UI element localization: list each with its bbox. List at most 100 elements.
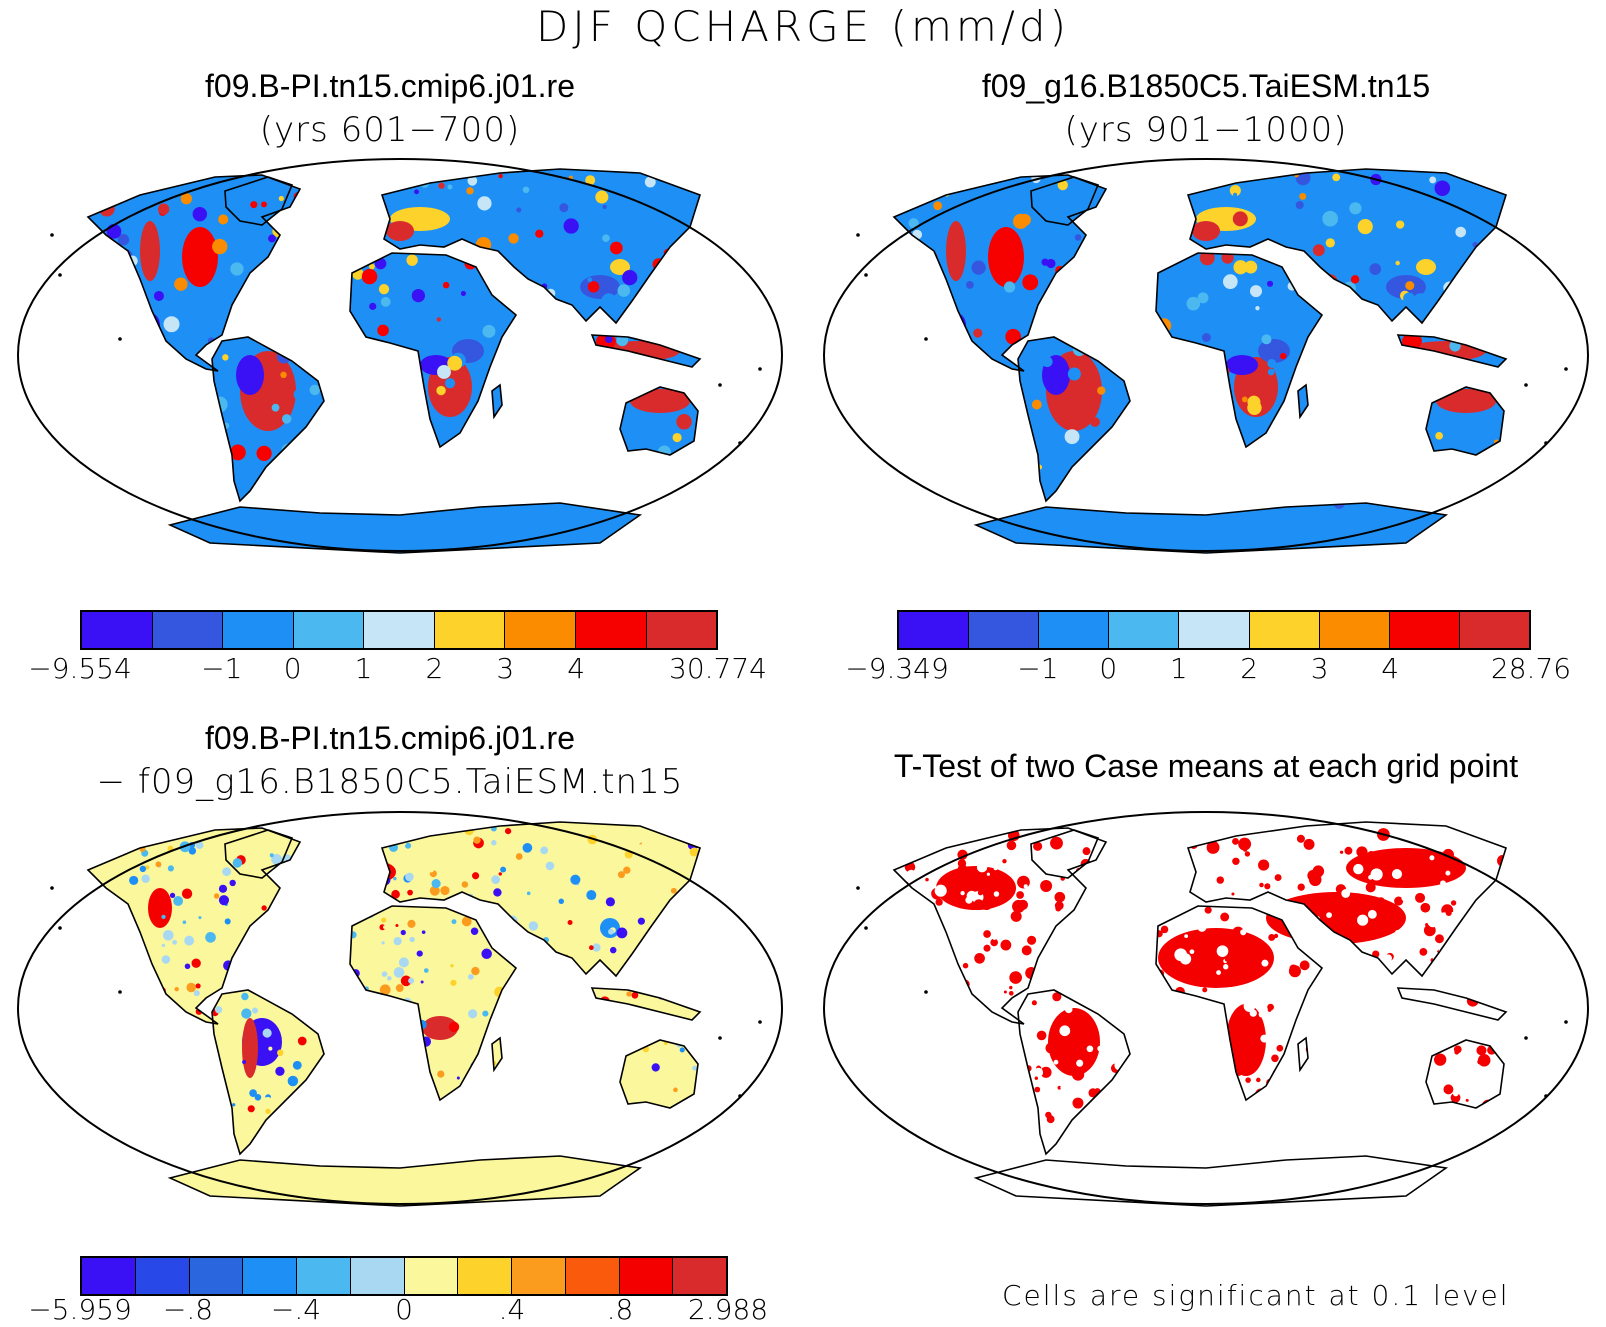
colorbar-box bbox=[673, 1258, 726, 1294]
colorbar-box bbox=[82, 1258, 136, 1294]
coastline-antarctica bbox=[973, 502, 1449, 554]
colorbar-tick-label: 30.774 bbox=[669, 652, 767, 685]
island bbox=[924, 337, 928, 341]
panel-1-map bbox=[17, 158, 783, 554]
colorbar-box bbox=[1459, 612, 1529, 648]
island bbox=[758, 367, 762, 371]
colorbar-box bbox=[619, 1258, 674, 1294]
colorbar-box bbox=[458, 1258, 512, 1294]
colorbar-box bbox=[1179, 612, 1250, 648]
colorbar-tick-label: −1 bbox=[201, 652, 243, 685]
panel-2-map bbox=[823, 158, 1589, 554]
coastline-madagascar bbox=[1297, 383, 1309, 420]
coastline-antarctica bbox=[973, 1155, 1449, 1207]
coastline-eurasia bbox=[380, 168, 701, 325]
colorbar-tick-label: .8 bbox=[606, 1293, 634, 1326]
colorbar-box bbox=[512, 1258, 566, 1294]
island bbox=[1564, 1020, 1568, 1024]
coastline-indonesia bbox=[1396, 334, 1508, 368]
colorbar-tick-label: −9.349 bbox=[845, 652, 949, 685]
panel-3-title: f09.B-PI.tn15.cmip6.j01.re bbox=[205, 720, 575, 756]
colorbar-tick-label: −1 bbox=[1017, 652, 1059, 685]
coastline-south-america bbox=[211, 336, 325, 503]
coastline-eurasia bbox=[380, 821, 701, 978]
coastline-madagascar bbox=[491, 1036, 503, 1073]
colorbar-tick-label: 1 bbox=[354, 652, 373, 685]
island bbox=[864, 273, 868, 277]
coastline-madagascar bbox=[491, 383, 503, 420]
coastlines bbox=[86, 168, 702, 554]
island bbox=[718, 383, 722, 387]
coastline-south-america bbox=[1017, 336, 1131, 503]
colorbar-box bbox=[899, 612, 970, 648]
colorbar-tick-label: 2 bbox=[1240, 652, 1259, 685]
colorbar-tick-label: −.4 bbox=[270, 1293, 322, 1326]
colorbar-tick-label: 0 bbox=[283, 652, 302, 685]
island bbox=[1564, 367, 1568, 371]
coastline-eurasia bbox=[1186, 821, 1507, 978]
panel-4-title: T-Test of two Case means at each grid po… bbox=[893, 748, 1519, 784]
island bbox=[924, 990, 928, 994]
figure-title: DJF QCHARGE (mm/d) bbox=[536, 2, 1070, 51]
colorbar-box bbox=[565, 1258, 620, 1294]
panel-1-colorbar bbox=[80, 610, 718, 650]
coastline-australia bbox=[1425, 386, 1505, 456]
coastline-greenland bbox=[224, 176, 294, 226]
panel-1-title: f09.B-PI.tn15.cmip6.j01.re bbox=[205, 68, 575, 104]
island bbox=[718, 1036, 722, 1040]
coastlines bbox=[892, 168, 1508, 554]
coastlines bbox=[892, 821, 1508, 1207]
coastline-north-america bbox=[892, 827, 1108, 1025]
colorbar-box bbox=[297, 1258, 351, 1294]
island bbox=[118, 337, 122, 341]
colorbar-box bbox=[135, 1258, 190, 1294]
coastline-indonesia bbox=[1396, 987, 1508, 1021]
colorbar-tick-label: .4 bbox=[498, 1293, 526, 1326]
panel-4-map bbox=[823, 811, 1589, 1207]
coastline-north-america bbox=[892, 174, 1108, 372]
coastline-eurasia bbox=[1186, 168, 1507, 325]
colorbar-box bbox=[505, 612, 576, 648]
colorbar-tick-label: 4 bbox=[567, 652, 586, 685]
coastline-south-america bbox=[1017, 989, 1131, 1156]
colorbar-box bbox=[152, 612, 224, 648]
coastline-australia bbox=[1425, 1039, 1505, 1109]
panel-3-subtitle: − f09_g16.B1850C5.TaiESM.tn15 bbox=[96, 762, 684, 802]
island bbox=[856, 233, 860, 237]
coastline-greenland bbox=[1030, 829, 1100, 879]
colorbar-box bbox=[82, 612, 153, 648]
colorbar-tick-label: −9.554 bbox=[28, 652, 132, 685]
island bbox=[1524, 383, 1528, 387]
island bbox=[50, 233, 54, 237]
colorbar-box bbox=[404, 1258, 459, 1294]
island bbox=[50, 886, 54, 890]
coastline-greenland bbox=[1030, 176, 1100, 226]
colorbar-tick-label: 4 bbox=[1381, 652, 1400, 685]
colorbar-box bbox=[189, 1258, 244, 1294]
coastline-africa bbox=[349, 252, 518, 449]
colorbar-tick-label: 2 bbox=[425, 652, 444, 685]
coastline-greenland bbox=[224, 829, 294, 879]
panel-2-title: f09_g16.B1850C5.TaiESM.tn15 bbox=[981, 68, 1431, 104]
map-border bbox=[17, 158, 783, 552]
coastline-south-america bbox=[211, 989, 325, 1156]
panel-3-colorbar bbox=[80, 1256, 728, 1296]
map-border bbox=[823, 158, 1589, 552]
colorbar-tick-label: 28.76 bbox=[1490, 652, 1572, 685]
coastline-africa bbox=[1155, 905, 1324, 1102]
colorbar-box bbox=[1109, 612, 1180, 648]
colorbar-tick-label: 2.988 bbox=[687, 1293, 769, 1326]
colorbar-box bbox=[350, 1258, 405, 1294]
colorbar-box bbox=[293, 612, 365, 648]
colorbar-box bbox=[969, 612, 1040, 648]
colorbar-box bbox=[1319, 612, 1390, 648]
colorbar-tick-label: 1 bbox=[1169, 652, 1188, 685]
coastlines bbox=[86, 821, 702, 1207]
colorbar-box bbox=[1389, 612, 1460, 648]
coastline-africa bbox=[1155, 252, 1324, 449]
panel-2-colorbar-labels: −9.349 −1 0 1 2 3 4 28.76 bbox=[817, 652, 1606, 692]
colorbar-tick-label: 3 bbox=[496, 652, 515, 685]
panel-3-map bbox=[17, 811, 783, 1207]
coastline-africa bbox=[349, 905, 518, 1102]
coastline-indonesia bbox=[590, 987, 702, 1021]
